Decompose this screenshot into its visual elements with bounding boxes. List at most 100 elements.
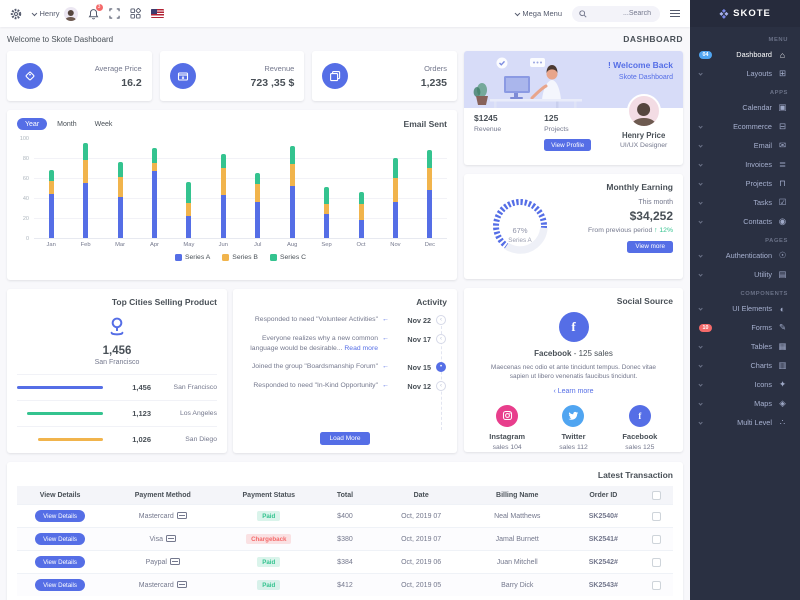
sidebar-item-authentication[interactable]: Authentication ☉ <box>690 246 800 265</box>
sidebar-item-label: Maps <box>754 399 772 408</box>
earning-period: This month <box>638 198 673 206</box>
social-sales: sales 112 <box>559 443 588 451</box>
twitter-icon[interactable] <box>562 404 585 427</box>
cart-icon: ⊟ <box>778 121 787 131</box>
sidebar-item-invoices[interactable]: Invoices ≣ <box>690 155 800 174</box>
search-input[interactable] <box>591 9 653 18</box>
menu-toggle-icon[interactable] <box>670 9 680 18</box>
sidebar-item-label: Tables <box>750 342 772 351</box>
view-details-button[interactable]: View Details <box>35 533 86 545</box>
activity-text: Responded to need "Volunteer Activities" <box>254 316 378 323</box>
arrow-left-icon: ← <box>382 363 389 371</box>
sidebar-item-label: Dashboard <box>736 50 772 59</box>
facebook-icon[interactable]: f <box>628 404 651 427</box>
bar-may <box>172 139 206 238</box>
city-list: 1,456 San Francisco 1,123 Los Angeles 1,… <box>17 374 217 452</box>
sidebar-item-ecommerce[interactable]: Ecommerce ⊟ <box>690 117 800 136</box>
chevron-down-icon <box>698 401 703 406</box>
table-row: View Details Mastercard Paid $400 Oct, 2… <box>17 504 673 528</box>
sidebar-item-tasks[interactable]: Tasks ☑ <box>690 193 800 212</box>
billing-name-cell: Juan Mitchell <box>467 550 567 574</box>
user-circle-icon: ☉ <box>778 250 787 260</box>
fullscreen-icon[interactable] <box>108 8 120 19</box>
sidebar-item-label: Contacts <box>743 217 772 226</box>
logo-bar[interactable]: SKOTE <box>690 0 800 27</box>
view-more-button[interactable]: View more <box>627 240 673 253</box>
view-details-button[interactable]: View Details <box>35 510 86 522</box>
main-area: Henry 3 Mega Menu <box>0 0 690 600</box>
sidebar-item-icons[interactable]: Icons ✦ <box>690 375 800 394</box>
row-checkbox[interactable] <box>651 557 661 567</box>
tab-month[interactable]: Month <box>57 120 77 128</box>
status-badge: Chargeback <box>246 534 292 544</box>
date-cell: Oct, 2019 07 <box>374 504 468 528</box>
city-name: San Francisco <box>173 384 217 391</box>
sidebar-item-forms[interactable]: 10 Forms ✎ <box>690 318 800 337</box>
bar-nov <box>378 139 412 238</box>
notifications-bell-icon[interactable]: 3 <box>88 3 103 20</box>
settings-gear-icon[interactable] <box>10 8 22 20</box>
sidebar-item-utility[interactable]: Utility ▤ <box>690 265 800 284</box>
stat-card: Revenue 723 ,35 $ <box>159 51 305 101</box>
sidebar-item-tables[interactable]: Tables ▦ <box>690 337 800 356</box>
load-more-button[interactable]: Load More <box>320 432 370 445</box>
profile-role: UI/UX Designer <box>620 142 668 149</box>
mega-menu-button[interactable]: Mega Menu <box>514 9 562 18</box>
sidebar-item-dashboard[interactable]: 04 Dashboard ⌂ <box>690 45 800 64</box>
instagram-icon[interactable] <box>496 404 519 427</box>
activity-text: Responded to need "In-Kind Opportunity" <box>253 382 378 390</box>
credit-card-icon <box>169 558 180 565</box>
view-details-button[interactable]: View Details <box>35 579 86 591</box>
column-header-date: Date <box>374 486 468 505</box>
chevron-down-icon <box>698 253 703 258</box>
select-all-checkbox[interactable] <box>651 490 661 500</box>
sidebar-item-label: Utility <box>754 270 772 279</box>
sidebar: SKOTE MENU 04 Dashboard ⌂ Layouts ⊞ APPS… <box>690 0 800 600</box>
copy-icon <box>322 63 349 89</box>
user-menu[interactable]: Henry <box>31 6 78 21</box>
billing-name-cell: Neal Matthews <box>467 504 567 528</box>
billing-name-cell: Jamal Burnett <box>467 527 567 551</box>
language-flag-us-icon[interactable] <box>150 9 164 18</box>
sidebar-item-charts[interactable]: Charts ▥ <box>690 356 800 375</box>
view-details-button[interactable]: View Details <box>35 556 86 568</box>
search-icon <box>579 9 587 18</box>
view-profile-button[interactable]: View Profile <box>544 139 592 151</box>
top-cities-card: Top Cities Selling Product 1,456 San Fra… <box>7 289 227 453</box>
chevron-down-icon <box>698 181 703 186</box>
sidebar-item-projects[interactable]: Projects ⊓ <box>690 174 800 193</box>
latest-transaction-card: Latest Transaction View Details Payment M… <box>7 462 683 600</box>
skote-logo-icon <box>719 8 729 19</box>
timeline-dot-icon: ‹ <box>436 381 446 392</box>
column-header-total: Total <box>315 486 375 505</box>
credit-card-icon <box>166 535 177 542</box>
social-main-name: Facebook <box>534 349 572 358</box>
tab-year[interactable]: Year <box>17 118 48 130</box>
city-value: 1,456 <box>132 383 151 392</box>
read-more-link[interactable]: Read more <box>344 344 378 352</box>
sidebar-item-maps[interactable]: Maps ◈ <box>690 394 800 413</box>
sidebar-item-email[interactable]: Email ✉ <box>690 136 800 155</box>
activity-date: Nov 17 <box>407 335 431 344</box>
apps-grid-icon[interactable] <box>129 8 141 19</box>
payment-method: Mastercard <box>138 582 174 589</box>
bar-apr <box>137 139 171 238</box>
bar-sep <box>309 139 343 238</box>
earning-comparison: From previous period <box>588 226 653 234</box>
table-row: View Details Visa Chargeback $380 Oct, 2… <box>17 527 673 551</box>
sidebar-item-contacts[interactable]: Contacts ◉ <box>690 212 800 231</box>
legend-series-c: Series C <box>269 254 306 261</box>
row-checkbox[interactable] <box>651 534 661 544</box>
city-value: 1,026 <box>132 435 151 444</box>
row-checkbox[interactable] <box>651 580 661 590</box>
learn-more-link[interactable]: ‹ Learn more <box>553 387 594 395</box>
sidebar-item-multi-level[interactable]: Multi Level ∴ <box>690 413 800 432</box>
sidebar-item-ui-elements[interactable]: UI Elements ◐ <box>690 299 800 318</box>
tab-week[interactable]: Week <box>94 120 113 128</box>
chevron-down-icon <box>698 344 703 349</box>
sidebar-item-layouts[interactable]: Layouts ⊞ <box>690 64 800 83</box>
row-checkbox[interactable] <box>651 511 661 521</box>
timeline-dot-icon: ‹ <box>436 315 446 325</box>
menu-section-components: COMPONENTS <box>740 291 788 297</box>
sidebar-item-calendar[interactable]: Calendar ▣ <box>690 98 800 117</box>
